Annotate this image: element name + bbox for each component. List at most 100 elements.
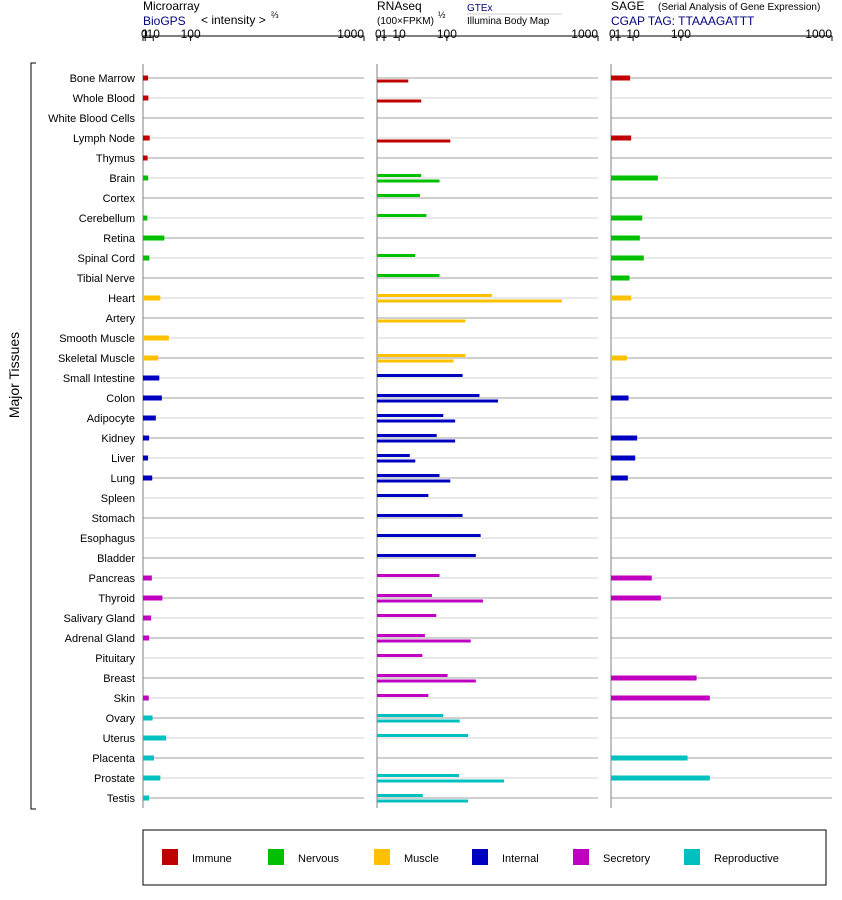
bar-rnaseq-gtex <box>377 474 440 477</box>
bar-rnaseq-illumina <box>377 799 469 803</box>
row-label: Prostate <box>94 773 135 785</box>
bar-rnaseq-gtex <box>377 374 463 377</box>
bar-sage <box>611 135 632 141</box>
bar-rnaseq-illumina <box>377 719 460 723</box>
rnaseq-title: RNAseq <box>377 0 422 13</box>
bar-microarray <box>143 235 165 241</box>
legend-label-internal: Internal <box>502 853 539 865</box>
y-group-label: Major Tissues <box>6 332 22 418</box>
bar-rnaseq-gtex <box>377 654 423 657</box>
rnaseq-tick-label: 0 <box>375 27 382 41</box>
bar-rnaseq-illumina <box>377 439 456 443</box>
bar-microarray <box>143 695 149 701</box>
bar-rnaseq-illumina <box>377 139 451 143</box>
legend-label-secretory: Secretory <box>603 853 651 865</box>
bar-microarray <box>143 575 152 581</box>
row-label: Adrenal Gland <box>65 633 135 645</box>
bar-rnaseq-gtex <box>377 714 444 717</box>
bar-rnaseq-illumina <box>377 679 476 683</box>
bar-microarray <box>143 75 149 81</box>
microarray-tick-label: 1000 <box>337 27 364 41</box>
row-label: Pituitary <box>95 653 135 665</box>
bar-rnaseq-gtex <box>377 214 427 217</box>
bar-rnaseq-gtex <box>377 694 429 697</box>
row-label: Colon <box>106 393 135 405</box>
bar-microarray <box>143 175 149 181</box>
group-bracket <box>30 62 36 810</box>
rnaseq-source-gtex: GTEx <box>467 3 493 14</box>
row-label: Whole Blood <box>73 93 135 105</box>
row-label: Lung <box>111 473 135 485</box>
row-label: Skin <box>114 693 135 705</box>
chart-grid: Bone Marrow Whole Blood White Blood Cells L… <box>30 27 833 810</box>
bar-microarray <box>143 155 148 161</box>
sage-tick-label: 0 <box>609 27 616 41</box>
bar-rnaseq-gtex <box>377 554 476 557</box>
sage-tag-line: CGAP TAG: TTAAAGATTT <box>611 14 755 28</box>
row-label: Placenta <box>92 753 136 765</box>
bar-rnaseq-gtex <box>377 774 460 777</box>
bar-microarray <box>143 255 150 261</box>
row-label: Cerebellum <box>79 213 135 225</box>
bar-rnaseq-illumina <box>377 319 466 323</box>
sage-tick-label: 1000 <box>805 27 832 41</box>
bar-rnaseq-gtex <box>377 434 437 437</box>
microarray-tick-label: 10 <box>147 27 161 41</box>
bar-rnaseq-gtex <box>377 414 444 417</box>
bar-sage <box>611 595 661 601</box>
bar-rnaseq-illumina <box>377 79 409 83</box>
microarray-title: Microarray <box>143 0 200 13</box>
row-label: Bone Marrow <box>70 73 135 85</box>
bar-microarray <box>143 715 153 721</box>
bar-rnaseq-illumina <box>377 419 456 423</box>
bar-sage <box>611 355 627 361</box>
bar-rnaseq-illumina <box>377 299 562 303</box>
legend: Immune Nervous Muscle Internal Secretory Repr… <box>142 829 827 886</box>
row-label: Esophagus <box>80 533 136 545</box>
row-label: Heart <box>108 293 135 305</box>
bar-microarray <box>143 795 150 801</box>
row-label: Adipocyte <box>87 413 135 425</box>
bar-rnaseq-illumina <box>377 359 454 363</box>
bar-rnaseq-gtex <box>377 614 437 617</box>
rnaseq-tick-label: 10 <box>392 27 406 41</box>
bar-microarray <box>143 395 162 401</box>
legend-label-reproductive: Reproductive <box>714 853 779 865</box>
rnaseq-unit-exponent: ½ <box>438 10 446 20</box>
legend-swatch-nervous <box>268 849 284 865</box>
bar-rnaseq-gtex <box>377 514 463 517</box>
bar-sage <box>611 235 640 241</box>
legend-label-muscle: Muscle <box>404 853 439 865</box>
bar-rnaseq-gtex <box>377 494 429 497</box>
sage-title: SAGE <box>611 0 644 13</box>
bar-microarray <box>143 615 152 621</box>
bar-microarray <box>143 135 150 141</box>
bar-sage <box>611 215 643 221</box>
bar-rnaseq-illumina <box>377 399 499 403</box>
bar-microarray <box>143 95 149 101</box>
row-label: Artery <box>106 313 136 325</box>
rnaseq-tick-label: 1 <box>381 27 388 41</box>
bar-rnaseq-illumina <box>377 179 440 183</box>
row-label: Kidney <box>101 433 135 445</box>
bar-microarray <box>143 295 161 301</box>
microarray-tick-label: 1 <box>142 27 149 41</box>
row-label: Small Intestine <box>63 373 135 385</box>
bar-sage <box>611 75 631 81</box>
bar-sage <box>611 295 632 301</box>
row-label: Spinal Cord <box>78 253 135 265</box>
sage-subtitle: (Serial Analysis of Gene Expression) <box>658 2 820 13</box>
rnaseq-tick-label: 100 <box>437 27 457 41</box>
microarray-unit-exponent: ⅔ <box>271 10 279 20</box>
bar-rnaseq-gtex <box>377 394 480 397</box>
row-label: Stomach <box>92 513 135 525</box>
bar-microarray <box>143 455 149 461</box>
bar-microarray <box>143 755 154 761</box>
chart-bars <box>143 75 710 803</box>
bar-sage <box>611 435 638 441</box>
bar-sage <box>611 175 658 181</box>
bar-rnaseq-gtex <box>377 454 410 457</box>
bar-sage <box>611 775 710 781</box>
row-label: Retina <box>103 233 136 245</box>
